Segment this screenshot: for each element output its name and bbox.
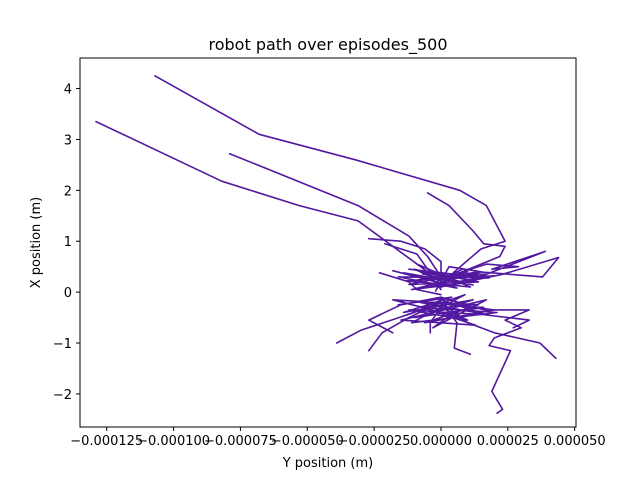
path-line-16 (367, 301, 442, 352)
path-line-14 (440, 301, 557, 360)
y-axis-label: X position (m) (29, 197, 44, 288)
path-line-12 (400, 293, 498, 329)
x-tick-label: −0.000025 (338, 434, 411, 449)
x-tick-label: −0.000075 (204, 434, 277, 449)
path-line-15 (335, 298, 442, 344)
path-line-1 (154, 75, 506, 288)
path-line-13 (440, 296, 531, 415)
series-layer (95, 75, 560, 415)
y-tick-label: 2 (64, 184, 72, 199)
x-axis-label: Y position (m) (282, 456, 374, 471)
path-line-9 (405, 263, 488, 292)
x-tick-label: −0.000050 (271, 434, 344, 449)
x-tick-label: −0.000100 (137, 434, 210, 449)
x-axis-ticks: −0.000125−0.000100−0.000075−0.000050−0.0… (70, 427, 606, 449)
y-tick-label: −2 (53, 388, 72, 403)
y-tick-label: −1 (53, 337, 72, 352)
x-tick-label: −0.000125 (70, 434, 143, 449)
x-tick-label: 0.000025 (477, 434, 539, 449)
axes-frame (79, 57, 577, 428)
y-tick-label: 1 (64, 235, 72, 250)
path-line-19 (367, 296, 442, 334)
y-tick-label: 3 (64, 133, 72, 148)
path-line-20 (440, 298, 531, 329)
path-line-17 (429, 306, 442, 334)
y-axis-ticks: −2 −1 0 1 2 3 4 (53, 83, 80, 403)
plot-area (79, 57, 577, 428)
x-tick-label: 0.000050 (544, 434, 606, 449)
x-tick-label: 0.000000 (410, 434, 472, 449)
y-tick-label: 4 (64, 83, 72, 98)
path-line-3 (228, 152, 442, 278)
y-tick-label: 0 (64, 286, 72, 301)
path-line-10 (378, 271, 442, 296)
path-line-18 (440, 301, 472, 356)
chart-title: robot path over episodes_500 (209, 35, 448, 55)
path-line-5 (367, 237, 442, 283)
